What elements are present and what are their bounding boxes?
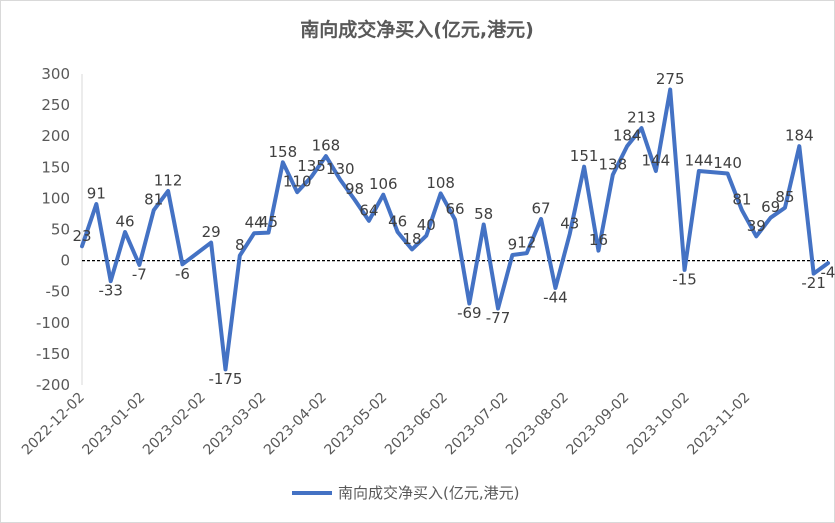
y-tick-label: 150: [41, 158, 70, 176]
y-tick-label: 200: [41, 127, 70, 145]
x-tick-label: 2022-12-02: [19, 390, 88, 459]
data-label: 18: [402, 230, 421, 248]
data-label: 135: [297, 157, 326, 175]
x-tick-label: 2023-05-02: [321, 390, 390, 459]
x-tick-label: 2023-07-02: [442, 390, 511, 459]
data-label: 69: [761, 198, 780, 216]
data-label: 40: [417, 216, 436, 234]
y-tick-label: -150: [36, 345, 70, 363]
data-label: 58: [474, 205, 493, 223]
data-label: 91: [87, 184, 106, 202]
data-label: 130: [326, 160, 355, 178]
y-tick-label: 100: [41, 189, 70, 207]
y-tick-label: 250: [41, 96, 70, 114]
data-label: 85: [775, 188, 794, 206]
data-label: 213: [627, 109, 656, 127]
chart-title: 南向成交净买入(亿元,港元): [300, 18, 534, 41]
data-label: -4: [821, 264, 835, 282]
data-label: -69: [457, 304, 482, 322]
data-label: -77: [486, 309, 511, 327]
legend-label: 南向成交净买入(亿元,港元): [338, 484, 519, 502]
data-label: 66: [445, 200, 464, 218]
data-label: 106: [369, 175, 398, 193]
x-axis: 2022-12-022023-01-022023-02-022023-03-02…: [19, 390, 753, 459]
data-label: 64: [359, 201, 378, 219]
y-axis: 300 250 200 150 100 50 0 -50 -100 -150 -200: [36, 65, 828, 394]
data-label: 151: [570, 147, 599, 165]
legend: 南向成交净买入(亿元,港元): [292, 484, 519, 502]
data-label: 108: [426, 174, 455, 192]
data-label: 144: [642, 152, 671, 170]
series-layer: [80, 87, 830, 372]
data-label: -33: [98, 282, 123, 300]
data-label: 67: [532, 199, 551, 217]
data-label: -6: [175, 265, 190, 283]
x-tick-label: 2023-01-02: [79, 390, 148, 459]
data-label: 12: [517, 234, 536, 252]
data-label: 184: [613, 127, 642, 145]
data-label: -7: [132, 265, 147, 283]
x-tick-label: 2023-09-02: [563, 390, 632, 459]
y-tick-label: 50: [51, 221, 70, 239]
data-label: 8: [235, 236, 245, 254]
data-label: 168: [312, 137, 341, 155]
y-tick-label: 0: [60, 252, 70, 270]
data-label: 39: [747, 217, 766, 235]
data-label: 46: [388, 212, 407, 230]
x-tick-label: 2023-02-02: [140, 390, 209, 459]
data-label: 9: [508, 236, 518, 254]
x-tick-label: 2023-11-02: [684, 390, 753, 459]
y-tick-label: 300: [41, 65, 70, 83]
data-label: 16: [589, 231, 608, 249]
data-label: 112: [154, 171, 183, 189]
series-line: [80, 87, 830, 372]
data-label: 44: [245, 214, 264, 232]
y-tick-label: -50: [46, 283, 71, 301]
data-label: 23: [72, 227, 91, 245]
data-label: 45: [259, 213, 278, 231]
data-label: 138: [598, 155, 627, 173]
data-label: 43: [560, 214, 579, 232]
x-tick-label: 2023-06-02: [382, 390, 451, 459]
data-label: 110: [283, 173, 312, 191]
data-label: 184: [785, 127, 814, 145]
data-label: -44: [543, 288, 568, 306]
x-tick-label: 2023-08-02: [503, 390, 572, 459]
data-label: 98: [345, 180, 364, 198]
data-label: 46: [115, 212, 134, 230]
data-label: 275: [656, 70, 685, 88]
data-label: -175: [208, 370, 242, 388]
y-tick-label: -100: [36, 314, 70, 332]
data-label: 81: [144, 191, 163, 209]
data-label: -15: [672, 270, 697, 288]
data-label: 29: [202, 223, 221, 241]
data-label: -21: [801, 274, 826, 292]
x-tick-label: 2023-03-02: [200, 390, 269, 459]
data-label: 158: [269, 143, 298, 161]
data-label: 81: [732, 191, 751, 209]
x-tick-label: 2023-04-02: [261, 390, 330, 459]
y-tick-label: -200: [36, 376, 70, 394]
data-label: 144: [685, 152, 714, 170]
x-tick-label: 2023-10-02: [624, 390, 693, 459]
data-label: 140: [713, 154, 742, 172]
